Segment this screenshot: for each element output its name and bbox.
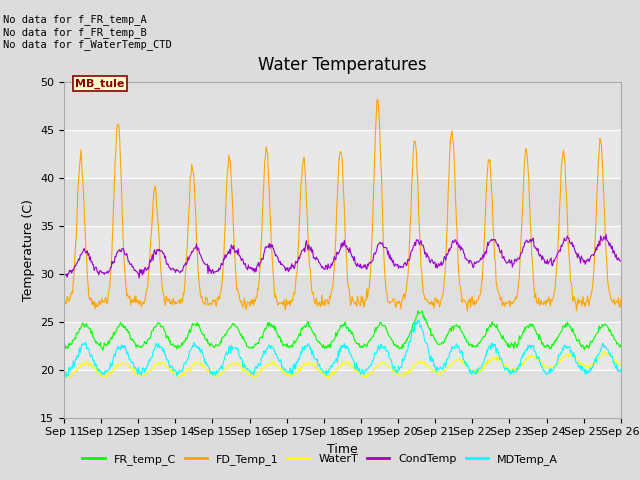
- Bar: [64, 178, 621, 226]
- CondTemp: [411, 240, 419, 245]
- FD_Temp_1: [127, 297, 135, 302]
- WaterT: [617, 362, 625, 368]
- Line: FD_Temp_1: FD_Temp_1: [64, 99, 621, 311]
- WaterT: [325, 376, 333, 382]
- Y-axis label: Temperature (C): Temperature (C): [22, 199, 35, 300]
- Bar: [64, 82, 621, 130]
- FD_Temp_1: [428, 301, 435, 307]
- MDTemp_A: [71, 360, 79, 366]
- MDTemp_A: [414, 317, 422, 323]
- FR_temp_C: [60, 345, 68, 350]
- CondTemp: [135, 275, 143, 281]
- MDTemp_A: [128, 360, 136, 365]
- FD_Temp_1: [374, 96, 381, 102]
- CondTemp: [617, 258, 625, 264]
- FR_temp_C: [214, 343, 222, 349]
- FR_temp_C: [128, 336, 136, 342]
- FR_temp_C: [617, 342, 625, 348]
- FR_temp_C: [185, 331, 193, 336]
- X-axis label: Time: Time: [327, 443, 358, 456]
- MDTemp_A: [63, 374, 70, 380]
- FR_temp_C: [99, 348, 107, 353]
- MDTemp_A: [214, 368, 222, 374]
- WaterT: [184, 367, 192, 373]
- WaterT: [60, 372, 68, 377]
- FR_temp_C: [411, 318, 419, 324]
- CondTemp: [60, 271, 68, 277]
- CondTemp: [602, 231, 610, 237]
- WaterT: [411, 361, 419, 367]
- WaterT: [600, 348, 607, 354]
- Bar: [64, 370, 621, 418]
- CondTemp: [428, 257, 435, 263]
- CondTemp: [127, 261, 135, 267]
- WaterT: [214, 373, 221, 379]
- FR_temp_C: [428, 332, 436, 338]
- Line: CondTemp: CondTemp: [64, 234, 621, 278]
- FD_Temp_1: [214, 295, 221, 300]
- CondTemp: [214, 268, 222, 274]
- FD_Temp_1: [60, 300, 68, 306]
- MDTemp_A: [60, 372, 68, 378]
- Legend: FR_temp_C, FD_Temp_1, WaterT, CondTemp, MDTemp_A: FR_temp_C, FD_Temp_1, WaterT, CondTemp, …: [78, 450, 562, 469]
- FD_Temp_1: [184, 229, 192, 235]
- FD_Temp_1: [70, 270, 78, 276]
- Bar: [64, 274, 621, 322]
- Text: MB_tule: MB_tule: [75, 79, 125, 89]
- Line: FR_temp_C: FR_temp_C: [64, 311, 621, 350]
- FD_Temp_1: [617, 297, 625, 302]
- FR_temp_C: [70, 337, 78, 343]
- Text: No data for f_FR_temp_A
No data for f_FR_temp_B
No data for f_WaterTemp_CTD: No data for f_FR_temp_A No data for f_FR…: [3, 14, 172, 50]
- MDTemp_A: [428, 359, 436, 364]
- FR_temp_C: [414, 308, 422, 313]
- Title: Water Temperatures: Water Temperatures: [258, 57, 427, 74]
- CondTemp: [185, 257, 193, 263]
- Line: MDTemp_A: MDTemp_A: [64, 320, 621, 377]
- MDTemp_A: [411, 319, 419, 325]
- WaterT: [70, 370, 78, 375]
- MDTemp_A: [617, 367, 625, 372]
- FD_Temp_1: [463, 308, 471, 314]
- WaterT: [428, 367, 435, 373]
- CondTemp: [70, 265, 78, 271]
- Line: WaterT: WaterT: [64, 351, 621, 379]
- FD_Temp_1: [411, 138, 419, 144]
- MDTemp_A: [185, 354, 193, 360]
- WaterT: [127, 366, 135, 372]
